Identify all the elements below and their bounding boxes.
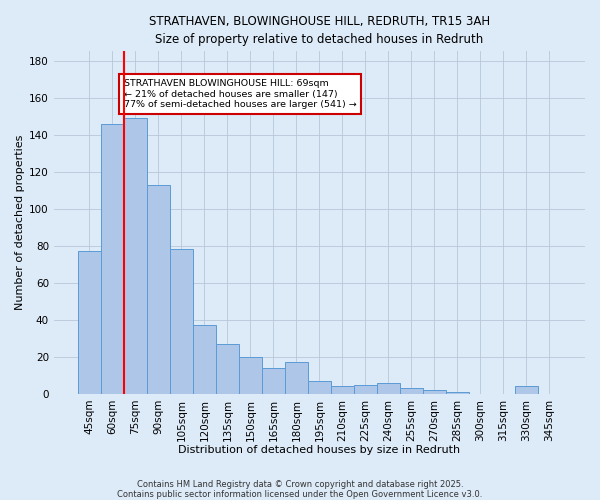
Bar	[354, 384, 377, 394]
Bar	[101, 124, 124, 394]
Bar	[400, 388, 423, 394]
Bar	[239, 357, 262, 394]
Bar	[124, 118, 147, 394]
Text: Contains public sector information licensed under the Open Government Licence v3: Contains public sector information licen…	[118, 490, 482, 499]
Bar	[193, 326, 216, 394]
Bar	[423, 390, 446, 394]
Bar	[78, 252, 101, 394]
Bar	[331, 386, 354, 394]
Title: STRATHAVEN, BLOWINGHOUSE HILL, REDRUTH, TR15 3AH
Size of property relative to de: STRATHAVEN, BLOWINGHOUSE HILL, REDRUTH, …	[149, 15, 490, 46]
X-axis label: Distribution of detached houses by size in Redruth: Distribution of detached houses by size …	[178, 445, 460, 455]
Bar	[308, 381, 331, 394]
Bar	[446, 392, 469, 394]
Bar	[377, 382, 400, 394]
Bar	[515, 386, 538, 394]
Text: Contains HM Land Registry data © Crown copyright and database right 2025.: Contains HM Land Registry data © Crown c…	[137, 480, 463, 489]
Bar	[170, 250, 193, 394]
Y-axis label: Number of detached properties: Number of detached properties	[15, 135, 25, 310]
Text: STRATHAVEN BLOWINGHOUSE HILL: 69sqm
← 21% of detached houses are smaller (147)
7: STRATHAVEN BLOWINGHOUSE HILL: 69sqm ← 21…	[124, 79, 356, 109]
Bar	[285, 362, 308, 394]
Bar	[216, 344, 239, 394]
Bar	[262, 368, 285, 394]
Bar	[147, 184, 170, 394]
